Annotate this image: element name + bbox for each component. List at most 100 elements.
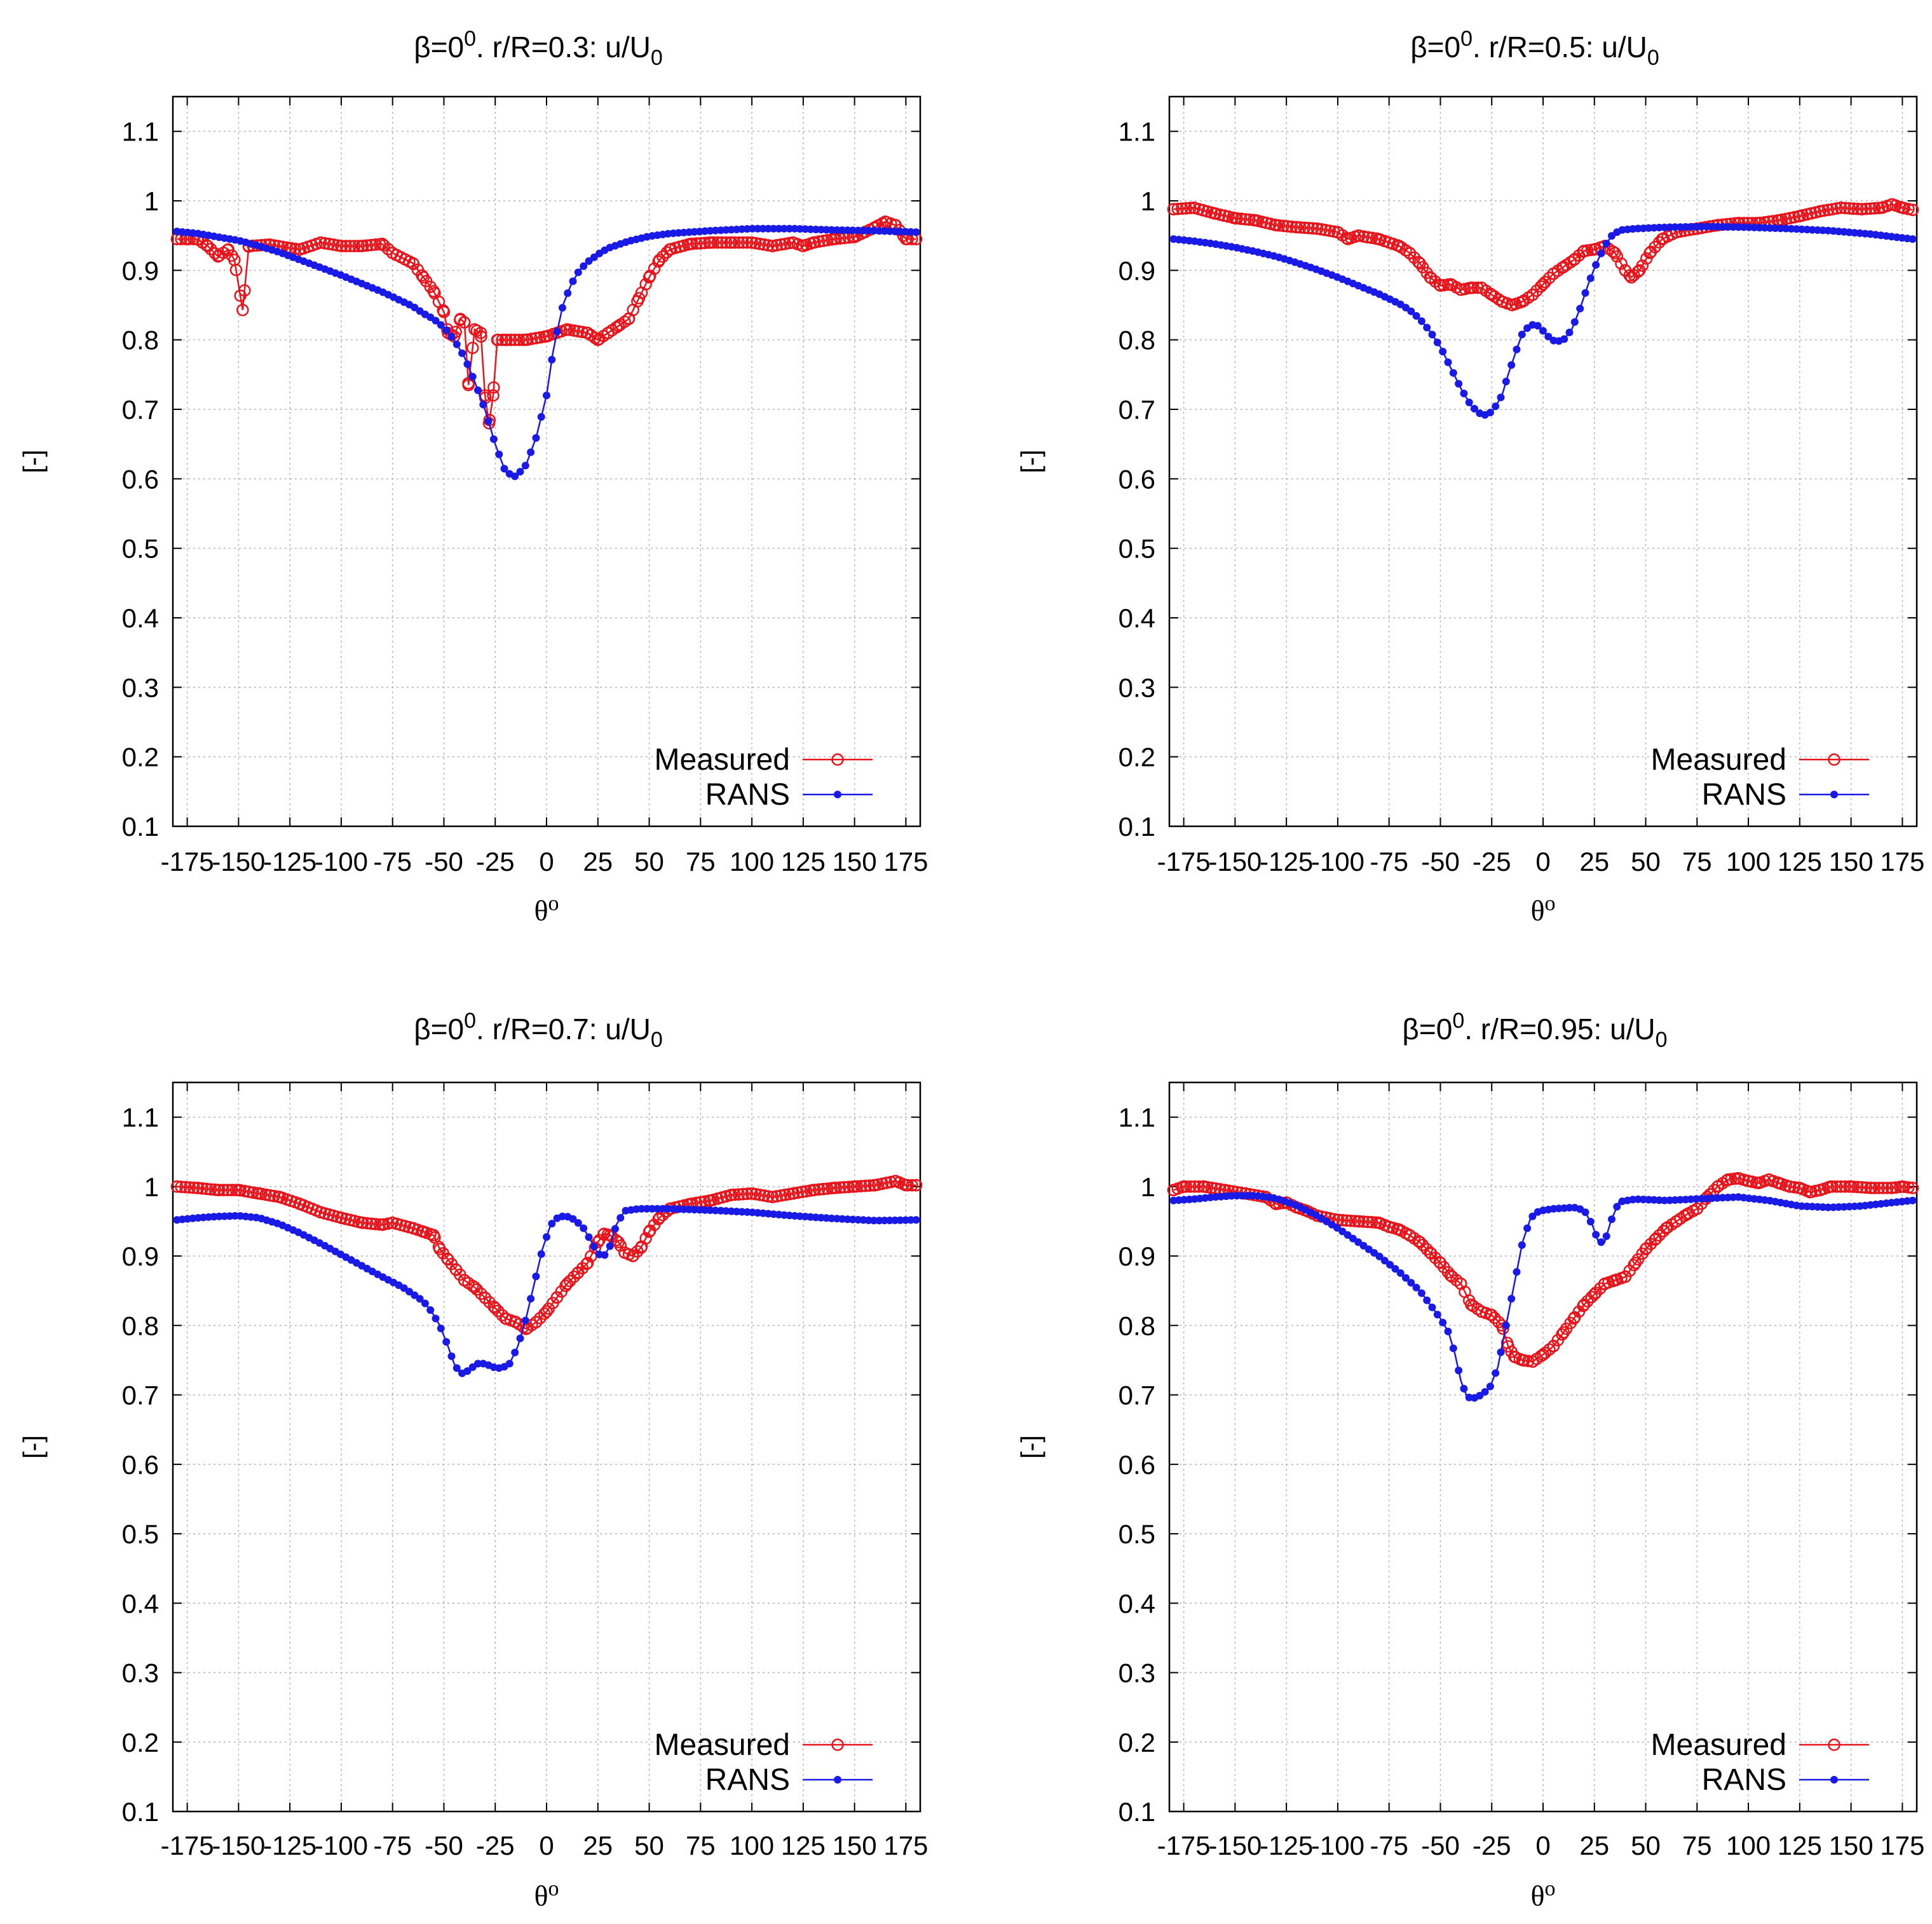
measured-point (1357, 1215, 1370, 1228)
x-tick-label: 75 (1682, 1831, 1712, 1860)
x-tick-label: 25 (583, 847, 613, 877)
measured-point (848, 1180, 861, 1193)
x-axis-label-base: θ (534, 1880, 548, 1912)
measured-point (386, 1216, 399, 1229)
measured-point (1485, 288, 1498, 301)
x-tick-label: 25 (1579, 847, 1609, 877)
measured-point (314, 1206, 327, 1219)
y-tick-label: 0.8 (122, 1311, 159, 1341)
y-axis-label: [-] (18, 1435, 48, 1459)
y-tick-label: 0.3 (1119, 672, 1155, 702)
measured-point (1902, 1181, 1915, 1194)
measured-point (1860, 202, 1873, 215)
rans-point (1402, 1274, 1410, 1282)
measured-point (1403, 1229, 1416, 1242)
rans-point (553, 327, 561, 336)
measured-point (1824, 1180, 1837, 1193)
x-tick-label: 0 (539, 847, 554, 877)
measured-point (499, 333, 512, 346)
y-tick-label: 0.3 (122, 1658, 159, 1688)
measured-point (1521, 1354, 1535, 1367)
measured-point (458, 316, 471, 329)
legend-marker-measured (831, 753, 844, 766)
measured-point (597, 1227, 611, 1240)
rans-point (1539, 327, 1547, 335)
chart-panel-3: β=00. r/R=0.7: u/U0 -175 -150 -125 -100 -75-… (0, 962, 966, 1923)
x-tick-label: -50 (425, 1831, 463, 1860)
measured-point (618, 1246, 631, 1259)
measured-point (1366, 1216, 1378, 1229)
measured-point (704, 1194, 718, 1207)
x-tick-label: -125 (263, 847, 316, 877)
measured-point (496, 333, 508, 346)
measured-point (612, 320, 625, 332)
rans-point (1544, 332, 1553, 341)
y-tick-label: 0.2 (122, 742, 159, 772)
rans-point (749, 224, 756, 233)
rans-point (543, 1233, 550, 1241)
measured-point (474, 326, 487, 339)
measured-point (690, 237, 703, 250)
measured-point (1475, 281, 1488, 294)
rans-point (1396, 1269, 1405, 1277)
x-tick-label: 100 (1726, 1831, 1771, 1860)
y-tick-label: 0.8 (122, 325, 159, 355)
rans-point (1439, 1318, 1447, 1327)
chart-svg-2: β=00. r/R=0.5: u/U0 -175-150-125-100 -75-… (1016, 27, 1924, 927)
rans-point (447, 332, 456, 341)
chart-panel-2: β=00. r/R=0.5: u/U0 -175 -150 -125 -100 -75-… (966, 0, 1932, 962)
chart-title: β=00. r/R=0.3: u/U0 (414, 27, 663, 70)
measured-point (1868, 1182, 1881, 1194)
measured-point (1508, 1350, 1521, 1363)
rans-point (1513, 345, 1521, 353)
legend-label-rans: RANS (1702, 778, 1786, 812)
measured-point (407, 257, 419, 270)
measured-point (268, 1190, 281, 1203)
y-tick-label: 1 (1141, 1172, 1155, 1202)
measured-point (791, 1186, 805, 1199)
measured-point (200, 1182, 213, 1196)
measured-point (437, 306, 451, 318)
measured-point (335, 1211, 348, 1224)
rans-point (1449, 369, 1457, 377)
legend-label-rans: RANS (705, 778, 790, 812)
measured-point (1180, 202, 1193, 215)
measured-point (1788, 211, 1801, 224)
y-tick-label: 0.9 (122, 256, 159, 285)
measured-point (604, 1229, 616, 1242)
x-tick-label: -75 (1370, 847, 1408, 877)
rans-point (1708, 222, 1716, 231)
measured-point (238, 284, 251, 297)
rans-point (489, 435, 498, 443)
measured-point (1589, 1286, 1602, 1299)
measured-point (179, 1181, 192, 1194)
rans-point (447, 1352, 456, 1360)
measured-point (563, 1274, 576, 1288)
rans-point (1444, 1327, 1452, 1335)
measured-point (273, 1191, 286, 1203)
measured-point (1860, 1181, 1873, 1194)
rans-point (1570, 318, 1579, 326)
measured-point (226, 1184, 238, 1197)
measured-point (1847, 202, 1860, 215)
measured-point (417, 271, 430, 284)
measured-point (187, 1181, 200, 1194)
measured-point (540, 330, 553, 343)
x-tick-label: 125 (781, 847, 826, 877)
rans-point (1597, 249, 1605, 257)
chart-svg-1: β=00. r/R=0.3: u/U0 -175-150-125-100 -75-… (18, 27, 928, 927)
measured-point (1530, 284, 1543, 297)
rans-point (1380, 1257, 1389, 1265)
y-tick-label: 0.7 (1119, 1381, 1155, 1410)
rans-point (474, 386, 482, 394)
rans-point (1460, 1384, 1468, 1393)
measured-point (1307, 222, 1319, 235)
measured-point (489, 1302, 501, 1314)
rans-point (1412, 312, 1420, 320)
measured-point (348, 240, 361, 252)
measured-point (1243, 213, 1256, 226)
rans-point (1592, 1231, 1600, 1239)
rans-point (1455, 379, 1463, 388)
rans-point (653, 1204, 662, 1213)
measured-point (1547, 1340, 1560, 1353)
